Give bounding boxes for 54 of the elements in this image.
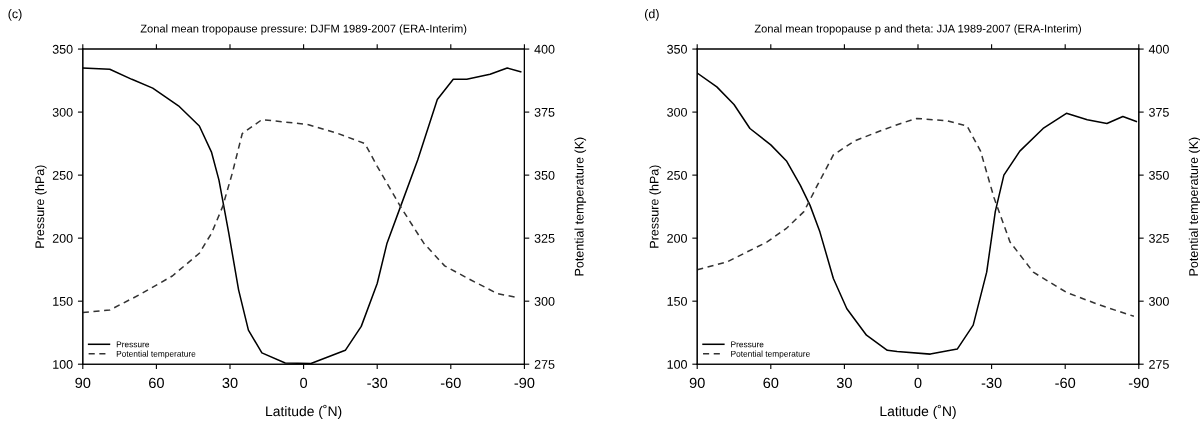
y2-axis-title: Potential temperature (K) xyxy=(574,137,587,276)
x-tick-label: -60 xyxy=(440,377,461,389)
y2-tick-label: 375 xyxy=(1149,107,1169,117)
chart-title: Zonal mean tropopause p and theta: JJA 1989-2007 (ERA-Interim) xyxy=(754,24,1081,35)
x-tick-label: -30 xyxy=(981,377,1002,389)
line-series xyxy=(697,117,1135,318)
y2-tick-label: 350 xyxy=(534,170,555,180)
text: (c) xyxy=(8,9,22,21)
y2-tick-label: 350 xyxy=(1149,170,1169,180)
y-tick-label: 100 xyxy=(53,360,73,369)
y2-tick-label: 400 xyxy=(534,44,555,54)
legend-label: Potential temperature xyxy=(116,350,196,359)
x-axis-title: Latitude (˚N) xyxy=(266,404,342,419)
y-tick-label: 300 xyxy=(667,107,687,117)
x-tick-label: 30 xyxy=(836,377,852,389)
y-tick-label: 250 xyxy=(52,170,73,180)
y-tick-label: 200 xyxy=(52,233,73,243)
y2-tick-label: 400 xyxy=(1148,44,1169,54)
y-tick-label: 300 xyxy=(52,107,73,117)
y2-tick-label: 375 xyxy=(534,107,555,117)
x-tick-label: -60 xyxy=(1055,377,1076,389)
y2-tick-label: 325 xyxy=(534,233,555,243)
y2-tick-label: 325 xyxy=(1149,233,1169,243)
x-tick-label: 60 xyxy=(763,377,779,389)
x-tick-label: -30 xyxy=(367,377,388,389)
y2-axis-title: Potential temperature (K) xyxy=(1188,137,1200,276)
x-tick-label: 90 xyxy=(75,377,91,389)
line-series xyxy=(82,118,518,314)
legend-label: Pressure xyxy=(731,341,764,348)
text: (d) xyxy=(644,9,659,21)
legend-label: Potential temperature xyxy=(731,350,810,359)
y2-tick-label: 300 xyxy=(534,296,555,306)
y-tick-label: 150 xyxy=(667,296,687,306)
y-tick-label: 250 xyxy=(667,170,687,180)
x-tick-label: 90 xyxy=(689,377,705,389)
x-tick-label: -90 xyxy=(514,377,535,389)
y-axis-title: Pressure (hPa) xyxy=(649,165,662,248)
x-tick-label: 30 xyxy=(222,377,238,389)
y-axis-title: Pressure (hPa) xyxy=(35,165,47,248)
y2-tick-label: 275 xyxy=(1149,360,1169,369)
y-tick-label: 350 xyxy=(52,44,73,54)
legend-label: Pressure xyxy=(116,341,150,348)
chart-title: Zonal mean tropopause pressure: DJFM 1989-2007 (ERA-Interim) xyxy=(140,24,467,35)
x-tick-label: 60 xyxy=(149,377,164,389)
y2-tick-label: 275 xyxy=(534,360,555,369)
y-tick-label: 150 xyxy=(53,296,73,306)
y-tick-label: 350 xyxy=(667,44,687,54)
y-tick-label: 200 xyxy=(667,233,687,243)
x-tick-label: -90 xyxy=(1128,377,1149,389)
x-tick-label: 0 xyxy=(914,377,922,389)
y-tick-label: 100 xyxy=(667,360,687,369)
x-tick-label: 0 xyxy=(300,377,308,389)
y2-tick-label: 300 xyxy=(1149,296,1169,306)
x-axis-title: Latitude (˚N) xyxy=(880,404,956,419)
